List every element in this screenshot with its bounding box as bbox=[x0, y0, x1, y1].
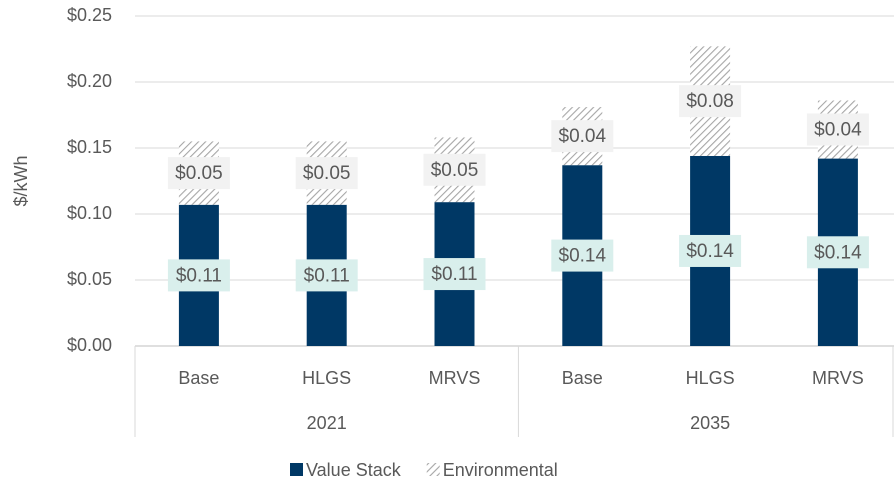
y-tick-label: $0.00 bbox=[67, 335, 112, 355]
data-label-bg bbox=[423, 258, 486, 291]
data-label-bg bbox=[679, 234, 742, 267]
legend-swatch bbox=[290, 463, 303, 476]
data-label: $0.11 bbox=[431, 264, 477, 285]
data-label: $0.04 bbox=[559, 126, 607, 147]
x-tick-label: Base bbox=[562, 368, 603, 388]
data-label-bg bbox=[806, 113, 869, 146]
y-tick-label: $0.10 bbox=[67, 203, 112, 223]
data-label: $0.14 bbox=[686, 241, 734, 262]
data-label: $0.14 bbox=[559, 246, 607, 267]
data-label: $0.05 bbox=[303, 163, 351, 184]
x-tick-label: MRVS bbox=[429, 368, 481, 388]
data-label: $0.11 bbox=[176, 265, 222, 286]
data-label-bg bbox=[551, 239, 614, 272]
data-label: $0.05 bbox=[175, 163, 223, 184]
data-label: $0.08 bbox=[686, 91, 734, 112]
data-label-bg bbox=[806, 236, 869, 269]
data-label: $0.14 bbox=[814, 242, 862, 263]
x-tick-label: HLGS bbox=[686, 368, 735, 388]
group-label: 2035 bbox=[690, 413, 730, 433]
data-label-bg bbox=[679, 85, 742, 118]
data-label-bg bbox=[167, 259, 230, 292]
x-tick-label: Base bbox=[178, 368, 219, 388]
data-label: $0.05 bbox=[431, 160, 479, 181]
group-label: 2021 bbox=[307, 413, 347, 433]
y-tick-label: $0.05 bbox=[67, 269, 112, 289]
y-tick-label: $0.15 bbox=[67, 137, 112, 157]
legend-label: Value Stack bbox=[306, 460, 402, 480]
legend-swatch bbox=[426, 463, 440, 476]
data-label-bg bbox=[295, 157, 358, 190]
y-tick-label: $0.25 bbox=[67, 5, 112, 25]
y-axis-label: $/kWh bbox=[11, 155, 31, 206]
data-label: $0.11 bbox=[304, 265, 350, 286]
data-label-bg bbox=[167, 157, 230, 190]
data-label-bg bbox=[423, 153, 486, 186]
data-label-bg bbox=[551, 120, 614, 153]
y-tick-label: $0.20 bbox=[67, 71, 112, 91]
x-tick-label: MRVS bbox=[812, 368, 864, 388]
legend-label: Environmental bbox=[443, 460, 558, 480]
data-label-bg bbox=[295, 259, 358, 292]
data-label: $0.04 bbox=[814, 120, 862, 141]
x-tick-label: HLGS bbox=[302, 368, 351, 388]
